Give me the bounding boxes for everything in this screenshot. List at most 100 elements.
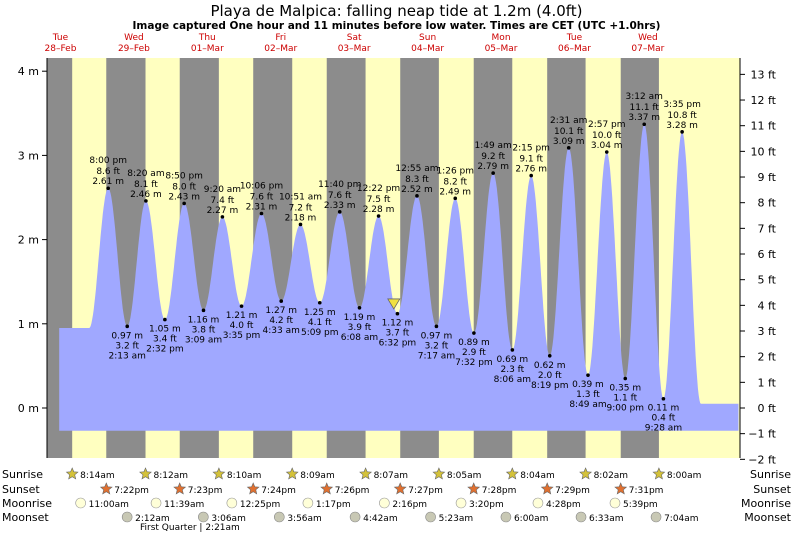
day-label-date: 06–Mar	[558, 44, 591, 54]
low-tide-point	[472, 331, 476, 335]
moonset-time: 7:04am	[664, 514, 699, 524]
low-tide-time: 7:17 am	[418, 351, 455, 361]
sunrise-time: 8:04am	[520, 471, 555, 481]
moonrise-row-label-left: Moonrise	[2, 497, 52, 510]
day-label-dow: Tue	[52, 33, 69, 43]
low-tide-meters: 1.19 m	[344, 313, 376, 323]
low-tide-time: 3:35 pm	[223, 331, 261, 341]
low-tide-feet: 3.7 ft	[386, 329, 410, 339]
high-tide-meters: 2.79 m	[477, 162, 509, 172]
low-tide-time: 6:08 am	[341, 333, 378, 343]
sunrise-time: 8:10am	[227, 471, 262, 481]
high-tide-feet: 8.0 ft	[172, 182, 196, 192]
high-tide-feet: 7.5 ft	[367, 195, 391, 205]
sunset-icon	[467, 482, 481, 495]
low-tide-feet: 2.9 ft	[462, 348, 486, 358]
high-tide-meters: 2.27 m	[207, 206, 239, 216]
high-tide-time: 11:40 pm	[318, 180, 361, 190]
sunrise-icon	[212, 467, 226, 480]
high-tide-time: 8:20 am	[127, 169, 164, 179]
moonset-icon	[650, 511, 662, 523]
high-tide-meters: 3.09 m	[553, 137, 585, 147]
sunrise-time: 8:00am	[667, 471, 702, 481]
moonrise-time: 5:39pm	[623, 500, 658, 510]
low-tide-feet: 2.3 ft	[501, 365, 525, 375]
high-tide-feet: 7.6 ft	[328, 191, 352, 201]
sunset-time: 7:22pm	[114, 486, 149, 496]
low-tide-feet: 4.0 ft	[230, 321, 254, 331]
low-tide-time: 7:32 pm	[455, 358, 493, 368]
chart-subtitle: Image captured One hour and 11 minutes b…	[133, 20, 661, 32]
moonset-row-label-left: Moonset	[2, 511, 49, 524]
high-tide-feet: 7.2 ft	[289, 203, 313, 213]
y-right-tick-label: 4 ft	[758, 299, 777, 312]
low-tide-time: 8:06 am	[494, 375, 531, 385]
low-tide-feet: 2.0 ft	[538, 371, 562, 381]
high-tide-meters: 2.28 m	[363, 205, 395, 215]
sunrise-icon	[285, 467, 299, 480]
y-right-tick-label: −1 ft	[748, 428, 776, 441]
sunset-icon	[173, 482, 187, 495]
moonset-time: 3:06am	[211, 514, 246, 524]
low-tide-time: 4:33 am	[263, 326, 300, 336]
high-tide-feet: 11.1 ft	[630, 103, 660, 113]
day-label-dow: Tue	[566, 33, 583, 43]
high-tide-point	[604, 150, 609, 154]
low-tide-time: 8:19 pm	[531, 381, 569, 391]
y-right-tick-label: 11 ft	[751, 120, 777, 133]
y-axis-left: 0 m 1 m 2 m 3 m 4 m	[18, 58, 48, 458]
tide-area	[59, 124, 739, 431]
low-tide-meters: 0.39 m	[572, 380, 604, 390]
high-tide-point	[491, 171, 495, 175]
low-tide-point	[395, 311, 400, 316]
high-tide-time: 1:26 pm	[436, 166, 474, 176]
high-tide-time: 8:00 pm	[89, 156, 127, 166]
high-tide-point	[106, 186, 110, 191]
moonset-time: 4:42am	[363, 514, 398, 524]
moonset-icon	[349, 511, 361, 523]
day-label-dow: Wed	[638, 33, 658, 43]
low-tide-meters: 0.69 m	[497, 355, 529, 365]
high-tide-meters: 2.49 m	[439, 187, 471, 197]
low-tide-point	[279, 299, 284, 303]
low-tide-time: 9:28 am	[645, 424, 682, 434]
low-tide-time: 2:32 pm	[146, 345, 184, 355]
high-tide-time: 12:22 pm	[357, 184, 400, 194]
low-tide-feet: 3.2 ft	[115, 341, 139, 351]
y-right-tick-label: 6 ft	[758, 248, 777, 261]
moonset-icon	[274, 511, 285, 523]
sunrise-time: 8:09am	[300, 471, 335, 481]
moonset-icon	[121, 511, 133, 523]
sunrise-icon	[652, 467, 666, 480]
low-tide-point	[163, 317, 167, 322]
low-tide-meters: 0.11 m	[648, 404, 680, 414]
sunset-time: 7:26pm	[335, 486, 370, 496]
y-left-tick-label: 0 m	[18, 402, 39, 415]
day-label-date: 03–Mar	[338, 44, 371, 54]
day-labels: Tue28–FebWed29–FebThu01–MarFri02–MarSat0…	[45, 33, 665, 54]
day-label-date: 28–Feb	[45, 44, 77, 54]
high-tide-point	[680, 130, 684, 134]
moonrise-icon	[455, 497, 467, 509]
y-right-tick-label: 5 ft	[758, 274, 777, 287]
high-tide-meters: 2.33 m	[324, 201, 356, 211]
low-tide-point	[661, 396, 666, 401]
day-label-dow: Thu	[198, 33, 216, 43]
sunrise-row-label-left: Sunrise	[2, 468, 43, 481]
high-tide-feet: 8.1 ft	[134, 180, 158, 190]
sunset-icon	[614, 482, 628, 495]
high-tide-feet: 8.2 ft	[443, 177, 467, 187]
moonrise-time: 4:28pm	[546, 500, 581, 510]
day-label-dow: Wed	[124, 33, 144, 43]
y-right-tick-label: 1 ft	[758, 376, 777, 389]
low-tide-time: 9:00 pm	[606, 404, 644, 414]
low-tide-point	[623, 376, 628, 381]
moonset-icon	[575, 511, 587, 523]
high-tide-point	[529, 173, 533, 178]
moonrise-icon	[609, 497, 621, 509]
low-tide-feet: 3.2 ft	[425, 341, 449, 351]
y-left-tick-label: 3 m	[18, 149, 39, 162]
high-tide-feet: 8.3 ft	[405, 175, 429, 185]
y-axis-right: −2 ft −1 ft 0 ft 1 ft 2 ft 3 ft 4 ft 5 ft 6 ft 7 …	[739, 58, 777, 466]
